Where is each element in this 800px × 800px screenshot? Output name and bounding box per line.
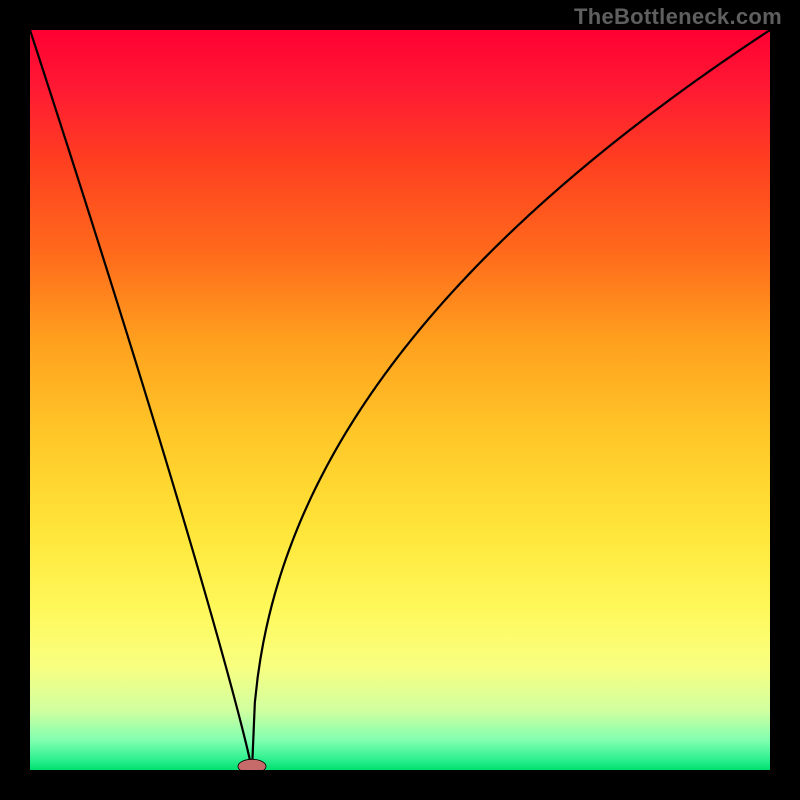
chart-container: TheBottleneck.com [0, 0, 800, 800]
gradient-background [30, 30, 770, 770]
plot-area [30, 30, 770, 770]
valley-marker [238, 759, 266, 770]
plot-svg [30, 30, 770, 770]
watermark-text: TheBottleneck.com [574, 4, 782, 30]
